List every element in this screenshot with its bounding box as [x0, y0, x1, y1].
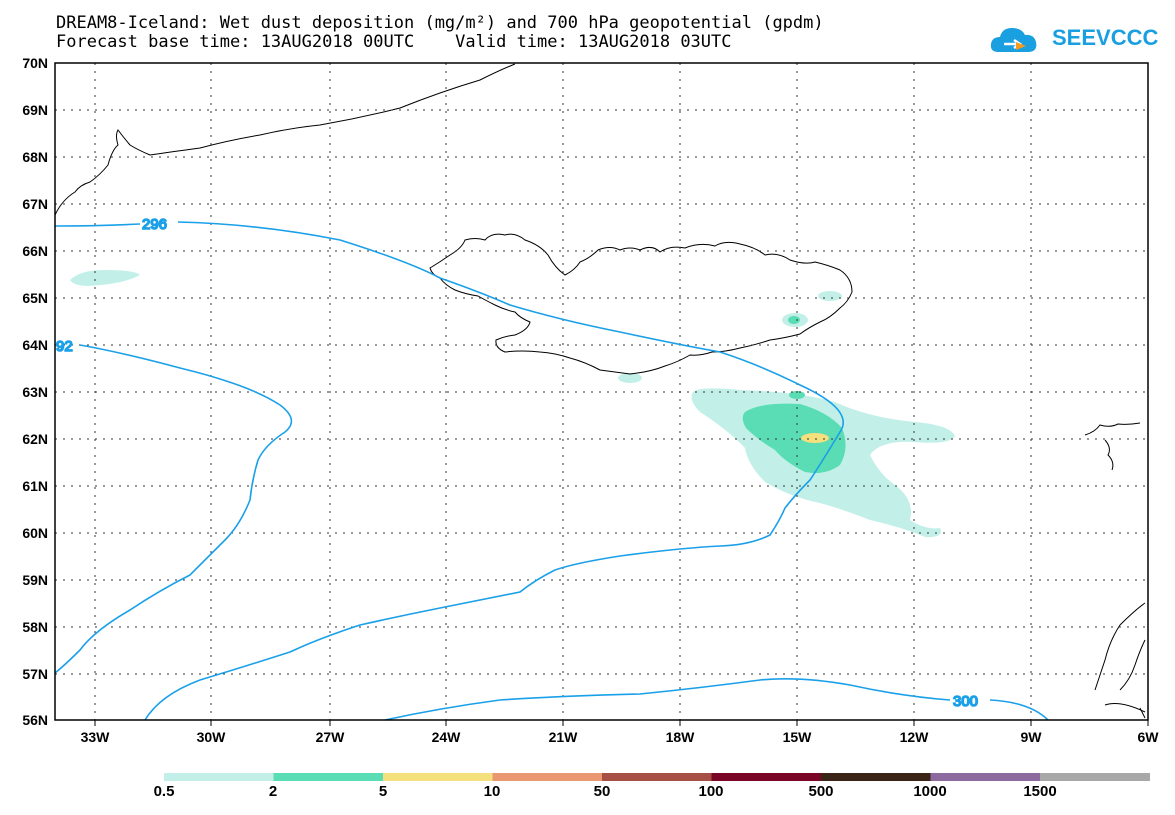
lat-label: 70N [22, 55, 48, 71]
colorbar-swatch [821, 773, 931, 781]
colorbar-swatch [930, 773, 1041, 781]
colorbar-swatch [711, 773, 822, 781]
lat-label: 56N [22, 712, 48, 728]
latitude-labels: 70N 69N 68N 67N 66N 65N 64N 63N 62N 61N … [22, 55, 48, 728]
lon-label: 15W [783, 729, 813, 745]
contour-300 [384, 677, 1049, 721]
lat-label: 69N [22, 102, 48, 118]
lon-label: 27W [316, 729, 346, 745]
geopotential-contours: 296 92 300 [54, 215, 1049, 721]
scotland-coast-south [1139, 707, 1146, 719]
lon-label: 6W [1138, 729, 1160, 745]
contour-label-300: 300 [953, 693, 978, 710]
colorbar-swatch [1040, 773, 1150, 781]
colorbar-swatch [273, 773, 384, 781]
contour-label-296: 296 [142, 216, 167, 233]
dust-patch-east-iceland [818, 291, 842, 301]
lon-label: 18W [666, 729, 696, 745]
colorbar-label: 1500 [1023, 783, 1057, 800]
colorbar [164, 773, 1150, 781]
colorbar-swatch [602, 773, 712, 781]
colorbar-label: 10 [483, 783, 501, 800]
coastlines [54, 63, 1146, 719]
lat-label: 68N [22, 149, 48, 165]
colorbar-label: 5 [378, 783, 388, 800]
dust-plume-core [742, 403, 846, 474]
contour-296 [54, 221, 845, 721]
contour-292 [54, 344, 293, 674]
contour-label-292: 92 [56, 338, 73, 355]
dust-patch-south-iceland [618, 373, 642, 383]
colorbar-label: 1000 [913, 783, 947, 800]
map-frame [54, 62, 1149, 721]
colorbar-swatch [164, 773, 274, 781]
axis-ticks [94, 720, 1149, 726]
lat-label: 58N [22, 619, 48, 635]
lat-label: 65N [22, 290, 48, 306]
lat-label: 62N [22, 431, 48, 447]
dust-plume-max [801, 433, 829, 443]
colorbar-swatch [492, 773, 603, 781]
dust-core-vatna [788, 316, 800, 324]
greenland-coast [54, 63, 516, 216]
colorbar-label: 50 [593, 783, 611, 800]
colorbar-label: 500 [808, 783, 834, 800]
lat-label: 59N [22, 572, 48, 588]
lat-label: 66N [22, 243, 48, 259]
lat-label: 57N [22, 666, 48, 682]
dust-plume-spot [789, 391, 805, 399]
faroe-islands [1084, 422, 1141, 471]
lon-label: 24W [432, 729, 462, 745]
lat-label: 61N [22, 478, 48, 494]
graticule [55, 63, 1148, 720]
lon-label: 9W [1021, 729, 1043, 745]
colorbar-label: 0.5 [153, 783, 175, 800]
iceland-coast [429, 233, 853, 375]
lon-label: 33W [81, 729, 111, 745]
lat-label: 60N [22, 525, 48, 541]
longitude-labels: 33W 30W 27W 24W 21W 18W 15W 12W 9W 6W [81, 729, 1160, 745]
lat-label: 67N [22, 196, 48, 212]
lat-label: 64N [22, 337, 48, 353]
forecast-time-line: Forecast base time: 13AUG2018 00UTC Vali… [56, 32, 732, 52]
colorbar-label: 100 [698, 783, 724, 800]
colorbar-swatch [383, 773, 493, 781]
seevccc-logo: SEEVCCC [1052, 25, 1159, 50]
lon-label: 30W [197, 729, 227, 745]
colorbar-label: 2 [268, 783, 278, 800]
lon-label: 12W [900, 729, 930, 745]
dust-shading [70, 270, 955, 538]
lat-label: 63N [22, 384, 48, 400]
map-title: DREAM8-Iceland: Wet dust deposition (mg/… [56, 13, 824, 33]
cloud-icon [990, 28, 1037, 52]
scotland-coast [1094, 602, 1146, 713]
lon-label: 21W [549, 729, 579, 745]
dust-patch-west [70, 270, 140, 286]
